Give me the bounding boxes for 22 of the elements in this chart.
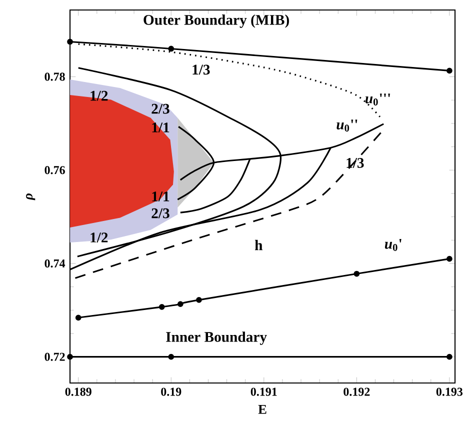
annotation: 2/3 (152, 208, 170, 218)
x-tick-label: 0.19 (161, 388, 182, 396)
x-tick-label: 0.192 (344, 388, 370, 396)
annotation: 2/3 (152, 104, 170, 114)
annotation: 1/3 (192, 64, 210, 75)
y-tick-label: 0.74 (44, 259, 66, 268)
y-tick-label: 0.72 (44, 352, 65, 361)
annotation: 1/2 (90, 90, 108, 101)
y-tick-label: 0.78 (44, 72, 65, 81)
x-tick-label: 0.189 (65, 388, 92, 396)
annotation: 1/2 (90, 232, 108, 242)
y-axis-title: ρ (26, 194, 36, 200)
annotation: u$_{0}$'' (336, 120, 358, 132)
annotation: u$_{0}$' (384, 239, 402, 251)
x-axis-title: E (258, 405, 266, 414)
annotation: h (254, 240, 263, 250)
annotation: Outer Boundary (MIB) (144, 14, 289, 28)
x-tick-label: 0.191 (250, 388, 277, 396)
y-tick-label: 0.76 (44, 166, 65, 174)
x-tick-label: 0.193 (436, 388, 463, 396)
annotation: Inner Boundary (166, 332, 267, 345)
annotation: u$_{0}$''' (365, 94, 390, 106)
